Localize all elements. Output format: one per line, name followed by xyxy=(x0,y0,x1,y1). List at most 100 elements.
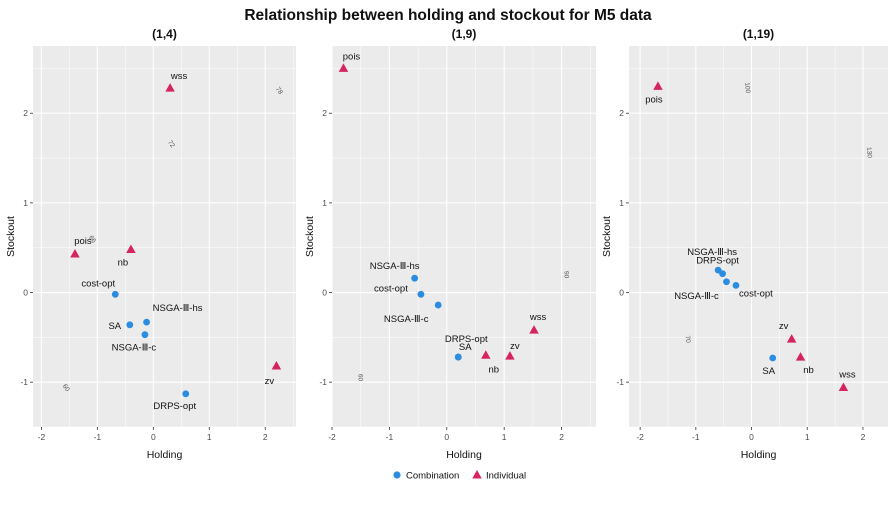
contour-label: 78 xyxy=(274,86,284,96)
point-combination xyxy=(434,301,442,309)
x-tick-label: 0 xyxy=(749,432,754,442)
y-tick-label: 2 xyxy=(322,108,327,118)
point-label: nb xyxy=(118,257,129,268)
contour-label: 130 xyxy=(865,147,873,159)
point-label: pois xyxy=(343,51,361,62)
point-label: wss xyxy=(529,312,547,323)
point-combination xyxy=(411,274,419,282)
point-label: NSGA-Ⅲ-c xyxy=(674,291,719,302)
point-label: nb xyxy=(803,365,814,376)
point-label: zv xyxy=(779,321,789,332)
point-individual xyxy=(481,350,491,359)
y-tick-label: 1 xyxy=(322,198,327,208)
point-combination xyxy=(723,278,730,286)
y-tick-label: -1 xyxy=(616,377,624,387)
point-label: NSGA-Ⅲ-hs xyxy=(153,303,203,314)
figure-caption-cropped xyxy=(0,496,896,519)
point-label: wss xyxy=(170,71,188,82)
point-label: SA xyxy=(459,342,472,353)
x-tick-label: -2 xyxy=(636,432,644,442)
point-label: NSGA-Ⅲ-c xyxy=(112,343,157,354)
point-label: DRPS-opt xyxy=(153,401,196,412)
y-axis-label: Stockout xyxy=(304,216,316,257)
x-tick-label: 1 xyxy=(805,432,810,442)
point-label: DRPS-opt xyxy=(696,256,739,267)
contour-label: 66 xyxy=(87,234,97,244)
point-combination xyxy=(143,318,150,326)
point-label: SA xyxy=(108,321,121,332)
y-tick-label: -1 xyxy=(319,377,327,387)
y-tick-label: 0 xyxy=(322,288,327,298)
x-tick-label: -2 xyxy=(328,432,336,442)
point-label: cost-opt xyxy=(374,283,408,294)
gridlines xyxy=(33,46,296,428)
point-individual xyxy=(505,351,515,360)
contour-label: 72 xyxy=(166,139,176,149)
y-tick-label: 1 xyxy=(619,198,624,208)
x-tick-label: 0 xyxy=(151,432,156,442)
point-individual xyxy=(795,352,806,361)
panels-layer: 60 66 72 78 (1,4) -2 -1 0 1 2 -1 0 1 2 Holding Stockout… xyxy=(5,27,888,461)
point-individual xyxy=(529,325,539,334)
point-individual xyxy=(338,63,349,72)
x-tick-label: 2 xyxy=(861,432,866,442)
gridlines xyxy=(629,46,888,428)
y-tick-label: -1 xyxy=(20,377,28,387)
panel-title: (1,9) xyxy=(452,27,477,41)
legend-label: Combination xyxy=(406,471,459,482)
y-tick-label: 0 xyxy=(619,288,624,298)
x-axis-label: Holding xyxy=(446,449,482,461)
point-label: pois xyxy=(74,236,92,247)
panel-3: 70 100 130 (1,19) -2 -1 0 1 2 -1 0 1 2 Holding Stockou… xyxy=(601,27,888,461)
y-tick-label: 0 xyxy=(23,288,28,298)
point-combination xyxy=(182,390,190,398)
panel-title: (1,4) xyxy=(152,27,177,41)
point-individual xyxy=(70,248,80,258)
y-tick-label: 1 xyxy=(23,198,28,208)
contour-label: 90 xyxy=(562,271,569,279)
panel-1: 60 66 72 78 (1,4) -2 -1 0 1 2 -1 0 1 2 Holding Stockout… xyxy=(5,27,296,461)
x-tick-label: -1 xyxy=(94,432,102,442)
contour-label: 100 xyxy=(743,82,751,94)
point-combination xyxy=(141,331,149,339)
x-tick-label: 2 xyxy=(263,432,268,442)
point-individual xyxy=(126,244,136,253)
point-label: nb xyxy=(489,364,500,375)
x-tick-label: 2 xyxy=(559,432,564,442)
point-label: zv xyxy=(510,341,520,352)
x-tick-label: 1 xyxy=(502,432,507,442)
point-combination xyxy=(417,290,425,298)
panel-2: 60 90 (1,9) -2 -1 0 1 2 -1 0 1 2 Holding Stockout pois… xyxy=(304,27,596,461)
x-tick-label: 0 xyxy=(444,432,449,442)
x-tick-label: 1 xyxy=(207,432,212,442)
legend-key-combination xyxy=(393,471,401,479)
point-label: NSGA-Ⅲ-hs xyxy=(687,247,737,258)
x-axis-label: Holding xyxy=(147,449,183,461)
point-label: cost-opt xyxy=(739,288,773,299)
y-axis-label: Stockout xyxy=(601,216,613,257)
y-tick-label: 2 xyxy=(23,108,28,118)
point-combination xyxy=(126,321,134,329)
plot-background xyxy=(629,46,888,427)
point-individual xyxy=(838,382,849,392)
y-tick-label: 2 xyxy=(619,108,624,118)
point-combination xyxy=(769,354,777,362)
point-individual xyxy=(271,361,282,370)
point-label: wss xyxy=(838,370,856,381)
x-tick-label: -1 xyxy=(692,432,700,442)
point-individual xyxy=(653,81,663,90)
gridlines xyxy=(331,46,596,428)
legend-key-individual xyxy=(472,470,482,479)
panel-title: (1,19) xyxy=(743,27,774,41)
plot-background xyxy=(332,46,596,427)
contour-label: 70 xyxy=(684,335,692,343)
x-axis-label: Holding xyxy=(741,449,777,461)
point-label: pois xyxy=(645,94,663,105)
y-axis-label: Stockout xyxy=(5,216,17,257)
point-label: NSGA-Ⅲ-c xyxy=(384,314,429,325)
point-combination xyxy=(454,353,462,361)
point-individual xyxy=(786,334,797,343)
point-combination xyxy=(111,290,119,298)
point-label: NSGA-Ⅲ-hs xyxy=(370,261,420,272)
